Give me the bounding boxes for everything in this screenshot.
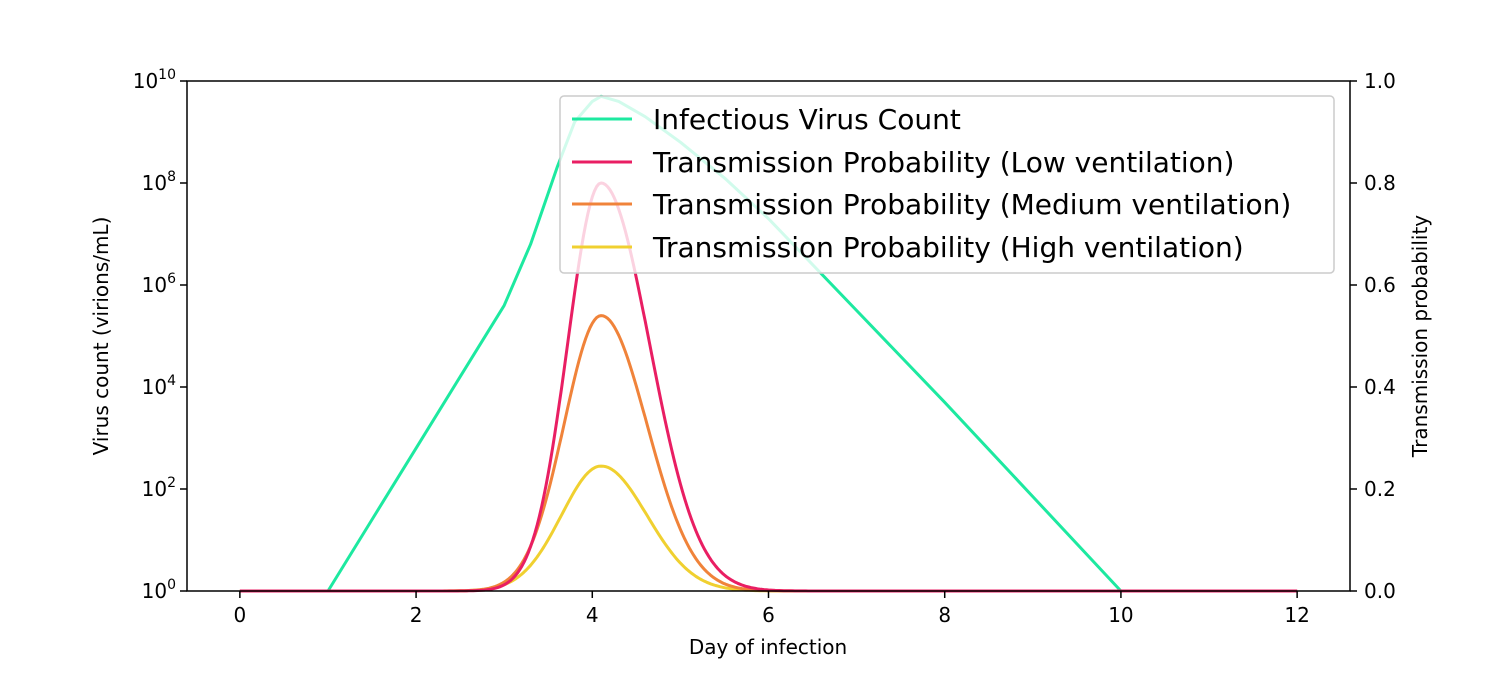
x-tick-label: 6 <box>762 603 775 627</box>
y2-tick-label: 0.0 <box>1364 579 1396 603</box>
y2-tick-label: 0.8 <box>1364 171 1396 195</box>
y-tick-label: 102 <box>142 475 176 501</box>
x-tick-label: 0 <box>233 603 246 627</box>
y2-tick-label: 0.4 <box>1364 375 1396 399</box>
legend-label-low-ventilation: Transmission Probability (Low ventilatio… <box>652 146 1234 179</box>
high-ventilation-line <box>239 464 1298 593</box>
y2-axis-label: Transmission probability <box>1408 215 1432 458</box>
y-axis-label: Virus count (virions/mL) <box>89 217 113 456</box>
x-axis-label: Day of infection <box>689 635 847 659</box>
y-tick-label: 104 <box>142 373 176 399</box>
x-tick-label: 12 <box>1284 603 1309 627</box>
legend-label-medium-ventilation: Transmission Probability (Medium ventila… <box>652 188 1291 221</box>
y-axis-right: 0.0 0.2 0.4 0.6 0.8 1.0 <box>1350 69 1396 603</box>
x-tick-label: 4 <box>586 603 599 627</box>
y-axis-left: 100 102 104 106 108 1010 <box>133 67 187 603</box>
y2-tick-label: 1.0 <box>1364 69 1396 93</box>
x-axis: 0 2 4 6 8 10 12 <box>233 591 1310 627</box>
y-tick-label: 108 <box>142 169 176 195</box>
y-tick-label: 1010 <box>133 67 176 93</box>
y-tick-label: 106 <box>142 271 176 297</box>
medium-ventilation-line <box>239 314 1298 593</box>
legend-label-virus-count: Infectious Virus Count <box>653 103 961 136</box>
legend: Infectious Virus Count Transmission Prob… <box>559 95 1335 274</box>
x-tick-label: 2 <box>410 603 423 627</box>
x-tick-label: 8 <box>938 603 951 627</box>
y-tick-label: 100 <box>142 577 176 603</box>
y2-tick-label: 0.2 <box>1364 477 1396 501</box>
x-tick-label: 10 <box>1108 603 1133 627</box>
y2-tick-label: 0.6 <box>1364 273 1396 297</box>
legend-label-high-ventilation: Transmission Probability (High ventilati… <box>652 231 1244 264</box>
legend-box <box>559 95 1335 274</box>
